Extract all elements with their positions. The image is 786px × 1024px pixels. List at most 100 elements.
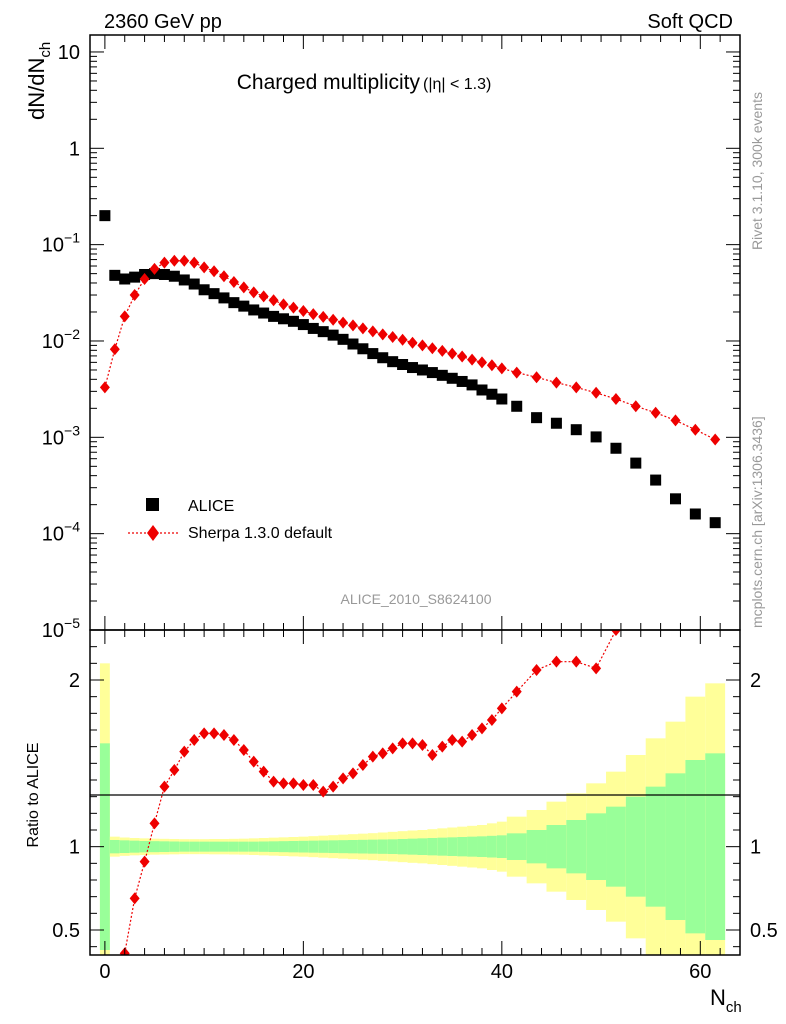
alice-data-point (630, 457, 642, 469)
main-y-tick-exponent: −2 (64, 326, 80, 342)
sherpa-data-point (199, 261, 210, 274)
stat-uncertainty-band-bin (348, 840, 358, 854)
sherpa-data-point (710, 433, 721, 446)
sherpa-data-point (328, 313, 339, 326)
sherpa-data-point (288, 301, 299, 314)
sherpa-data-point (268, 294, 279, 307)
alice-data-point (456, 375, 468, 387)
alice-data-point (307, 322, 319, 334)
sherpa-data-point (308, 308, 319, 321)
sherpa-ratio-point (209, 727, 220, 740)
stat-uncertainty-band-bin (526, 830, 547, 864)
sherpa-ratio-point (591, 662, 602, 675)
legend-label-sherpa: Sherpa 1.3.0 default (188, 525, 333, 542)
sherpa-ratio-point (248, 755, 259, 768)
stat-uncertainty-band-bin (477, 836, 487, 857)
ratio-ylabel: Ratio to ALICE (25, 743, 42, 848)
sherpa-ratio-point (476, 722, 487, 735)
alice-data-point (198, 284, 210, 296)
x-axis-label-text: N (710, 985, 726, 1010)
stat-uncertainty-band-bin (199, 841, 210, 852)
stat-uncertainty-band-bin (139, 841, 150, 853)
sherpa-ratio-point (278, 777, 289, 790)
sherpa-ratio-point (357, 759, 368, 771)
chart-title-suffix: (|η| < 1.3) (423, 76, 491, 93)
stat-uncertainty-band-bin (457, 837, 468, 857)
sherpa-data-point (357, 322, 368, 335)
stat-uncertainty-band-bin (169, 841, 180, 852)
sherpa-data-point (457, 350, 468, 363)
stat-uncertainty-band-bin (417, 838, 428, 855)
alice-data-point (129, 271, 141, 283)
sherpa-ratio-point (328, 780, 339, 793)
alice-data-point (590, 431, 602, 443)
sherpa-ratio-point (308, 779, 319, 791)
stat-uncertainty-band-bin (109, 840, 120, 854)
stat-uncertainty-band-bin (377, 839, 388, 854)
alice-data-point (248, 304, 260, 316)
x-tick-label: 40 (491, 961, 513, 983)
sherpa-data-point (437, 344, 448, 357)
main-y-tick-label: 10−5 (42, 615, 80, 642)
sherpa-data-point (169, 254, 180, 267)
main-y-tick-label: 10−4 (42, 519, 80, 546)
alice-data-point (709, 517, 721, 529)
sherpa-data-point (367, 325, 378, 338)
sherpa-data-point (467, 353, 478, 366)
stat-uncertainty-band-bin (506, 833, 527, 860)
stat-uncertainty-band-bin (546, 825, 567, 869)
sherpa-data-point (670, 414, 681, 427)
stat-uncertainty-band-bin (397, 839, 408, 855)
sherpa-ratio-point (447, 734, 458, 746)
sherpa-ratio-point (338, 772, 349, 785)
alice-data-point (669, 493, 681, 505)
sherpa-ratio-point (268, 775, 279, 788)
ratio-y-tick-label-left: 0.5 (52, 920, 80, 942)
sherpa-ratio-point (387, 742, 398, 755)
alice-data-point (486, 388, 498, 400)
sherpa-line (104, 260, 716, 441)
alice-data-point (99, 210, 111, 222)
x-tick-label: 0 (99, 961, 110, 983)
stat-uncertainty-band-bin (318, 840, 329, 853)
svg-text:dN/dNch: dN/dNch (24, 42, 54, 120)
stat-uncertainty-band-bin (179, 841, 190, 852)
sherpa-data-point (571, 381, 582, 394)
sherpa-data-point (511, 366, 522, 379)
sherpa-ratio-point (571, 655, 582, 668)
ratio-data-series (119, 630, 621, 955)
alice-data-point (531, 412, 543, 424)
alice-data-point (109, 269, 121, 281)
sherpa-data-point (397, 333, 408, 346)
sherpa-ratio-point (457, 735, 468, 748)
stat-uncertainty-band-bin (357, 839, 368, 854)
stat-uncertainty-band-bin (447, 837, 458, 856)
sherpa-ratio-point (218, 729, 229, 741)
stat-uncertainty-band-bin (586, 813, 607, 880)
sherpa-ratio-point (377, 747, 388, 760)
x-tick-label: 60 (689, 961, 711, 983)
sherpa-data-point (407, 336, 418, 349)
alice-data-point (476, 384, 488, 396)
main-y-tick-exponent: −4 (64, 519, 80, 535)
stat-uncertainty-band-bin (467, 836, 478, 857)
alice-data-point (218, 292, 230, 304)
sherpa-ratio-point (531, 664, 542, 676)
sherpa-data-point (591, 386, 602, 399)
main-y-tick-label: 10−2 (42, 326, 80, 353)
sherpa-data-point (218, 270, 229, 283)
sherpa-data-point (447, 347, 458, 360)
stat-uncertainty-band-bin (228, 841, 239, 852)
sherpa-data-point (551, 376, 562, 389)
stat-uncertainty-band-bin (308, 840, 319, 853)
alice-data-point (446, 372, 458, 384)
sherpa-ratio-point (467, 729, 478, 741)
stat-uncertainty-band-bin (486, 835, 497, 858)
legend-marker-sherpa (147, 525, 159, 541)
stat-uncertainty-band-bin (496, 835, 507, 858)
sherpa-data-point (159, 256, 170, 269)
sherpa-ratio-point (407, 737, 418, 750)
sherpa-ratio-point (228, 734, 239, 746)
ratio-y-tick-label-left: 1 (69, 837, 80, 859)
